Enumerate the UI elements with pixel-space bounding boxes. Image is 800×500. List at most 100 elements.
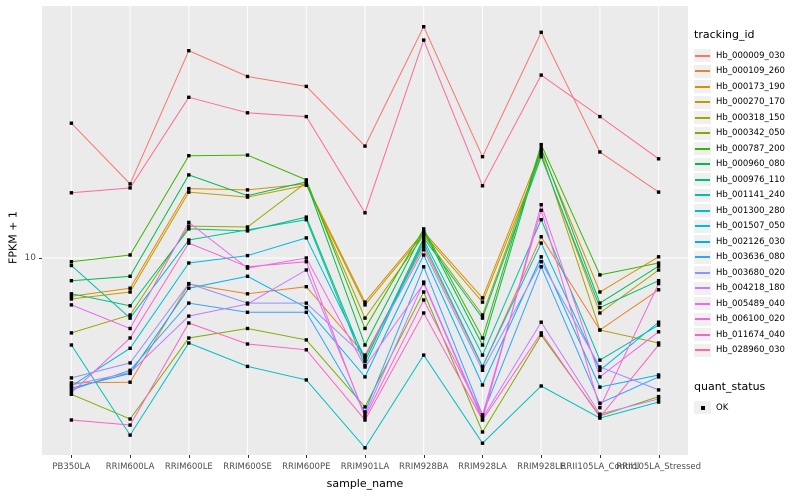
legend-line-swatch xyxy=(694,80,711,94)
data-point xyxy=(245,310,250,314)
legend-swatch-line xyxy=(695,54,710,57)
legend-item-label: Hb_000342_050 xyxy=(716,128,785,139)
data-point xyxy=(480,368,485,372)
data-point xyxy=(480,300,485,304)
data-point xyxy=(598,406,602,410)
data-point xyxy=(304,178,308,182)
data-point xyxy=(245,74,250,79)
data-point xyxy=(304,236,308,240)
data-point xyxy=(422,236,426,240)
data-point xyxy=(128,286,132,290)
chart-canvas xyxy=(42,6,688,455)
data-point xyxy=(598,290,602,294)
data-point xyxy=(69,260,74,264)
legend-swatch-line xyxy=(695,70,710,73)
legend-item: Hb_003680_020 xyxy=(694,265,798,281)
data-point xyxy=(363,303,367,307)
legend-swatch-line xyxy=(695,85,710,88)
legend-item: Hb_000318_150 xyxy=(694,110,798,126)
data-point xyxy=(69,381,74,385)
data-point xyxy=(539,203,543,207)
data-point xyxy=(128,182,132,186)
data-point xyxy=(128,313,132,317)
x-tick-label: RRIM600PE xyxy=(282,462,331,472)
legend-item-label: Hb_000976_110 xyxy=(716,174,785,185)
data-point xyxy=(480,383,485,387)
data-point xyxy=(128,433,132,437)
legend-swatch-line xyxy=(695,349,710,352)
legend-item: Hb_004218_180 xyxy=(694,281,798,297)
data-point xyxy=(422,311,426,315)
legend-swatch-line xyxy=(695,116,710,119)
data-point xyxy=(598,305,602,310)
data-point xyxy=(304,378,308,382)
data-point xyxy=(656,341,661,345)
data-point xyxy=(128,346,132,350)
legend-item: Hb_000976_110 xyxy=(694,172,798,188)
data-point xyxy=(245,302,250,306)
data-point xyxy=(69,191,74,195)
y-tick-mark xyxy=(39,257,42,259)
legend-item-label: Hb_000109_260 xyxy=(716,66,785,77)
legend-line-swatch xyxy=(694,142,711,156)
data-point xyxy=(69,376,74,380)
data-point xyxy=(69,343,74,347)
data-point xyxy=(656,255,661,259)
legend-line-swatch xyxy=(694,235,711,249)
data-point xyxy=(539,30,543,34)
data-point xyxy=(598,401,602,405)
data-point xyxy=(480,441,485,445)
data-point xyxy=(187,220,191,225)
data-point xyxy=(245,326,250,331)
data-point xyxy=(245,274,250,278)
data-point xyxy=(304,305,308,310)
data-point xyxy=(539,148,543,152)
y-tick-label: 10 xyxy=(24,252,36,263)
data-point xyxy=(187,186,191,191)
legend-item: Hb_000009_030 xyxy=(694,48,798,64)
legend-line-swatch xyxy=(694,49,711,63)
data-point xyxy=(656,190,661,194)
data-point xyxy=(598,150,602,154)
x-tick-mark xyxy=(541,455,543,458)
legend-item: Hb_002126_030 xyxy=(694,234,798,250)
data-point xyxy=(539,218,543,222)
legend-line-swatch xyxy=(694,266,711,280)
data-point xyxy=(128,290,132,294)
data-point xyxy=(363,410,367,414)
data-point xyxy=(128,417,132,421)
x-tick-mark xyxy=(247,455,249,458)
data-point xyxy=(304,268,308,272)
x-tick-mark xyxy=(423,455,425,458)
data-point xyxy=(598,301,602,305)
data-point xyxy=(363,359,367,363)
data-point xyxy=(304,215,308,219)
data-point xyxy=(656,320,661,324)
data-point xyxy=(187,238,191,242)
data-point xyxy=(69,297,74,301)
data-point xyxy=(539,146,543,150)
data-point xyxy=(363,353,367,357)
data-point xyxy=(69,388,74,392)
data-point xyxy=(422,38,426,42)
legend-item: Hb_005489_040 xyxy=(694,296,798,312)
data-point xyxy=(69,121,74,125)
data-point xyxy=(422,241,426,245)
legend-line-swatch xyxy=(694,219,711,233)
legend-swatch-line xyxy=(695,240,710,243)
data-point xyxy=(422,238,426,242)
x-tick-label: RRIM928BA xyxy=(398,462,449,472)
data-point xyxy=(422,281,426,286)
data-point xyxy=(69,383,74,387)
data-point xyxy=(128,316,132,320)
data-point xyxy=(187,190,191,194)
data-point xyxy=(304,183,308,187)
legend-item-label: Hb_000173_190 xyxy=(716,81,785,92)
data-point xyxy=(656,397,661,401)
data-point xyxy=(187,261,191,265)
x-axis-title: sample_name xyxy=(326,477,404,490)
legend-line-swatch xyxy=(694,204,711,218)
legend-item: Hb_028960_030 xyxy=(694,343,798,359)
legend-item: Hb_000342_050 xyxy=(694,126,798,142)
legend-item-label: Hb_003636_080 xyxy=(716,252,785,263)
